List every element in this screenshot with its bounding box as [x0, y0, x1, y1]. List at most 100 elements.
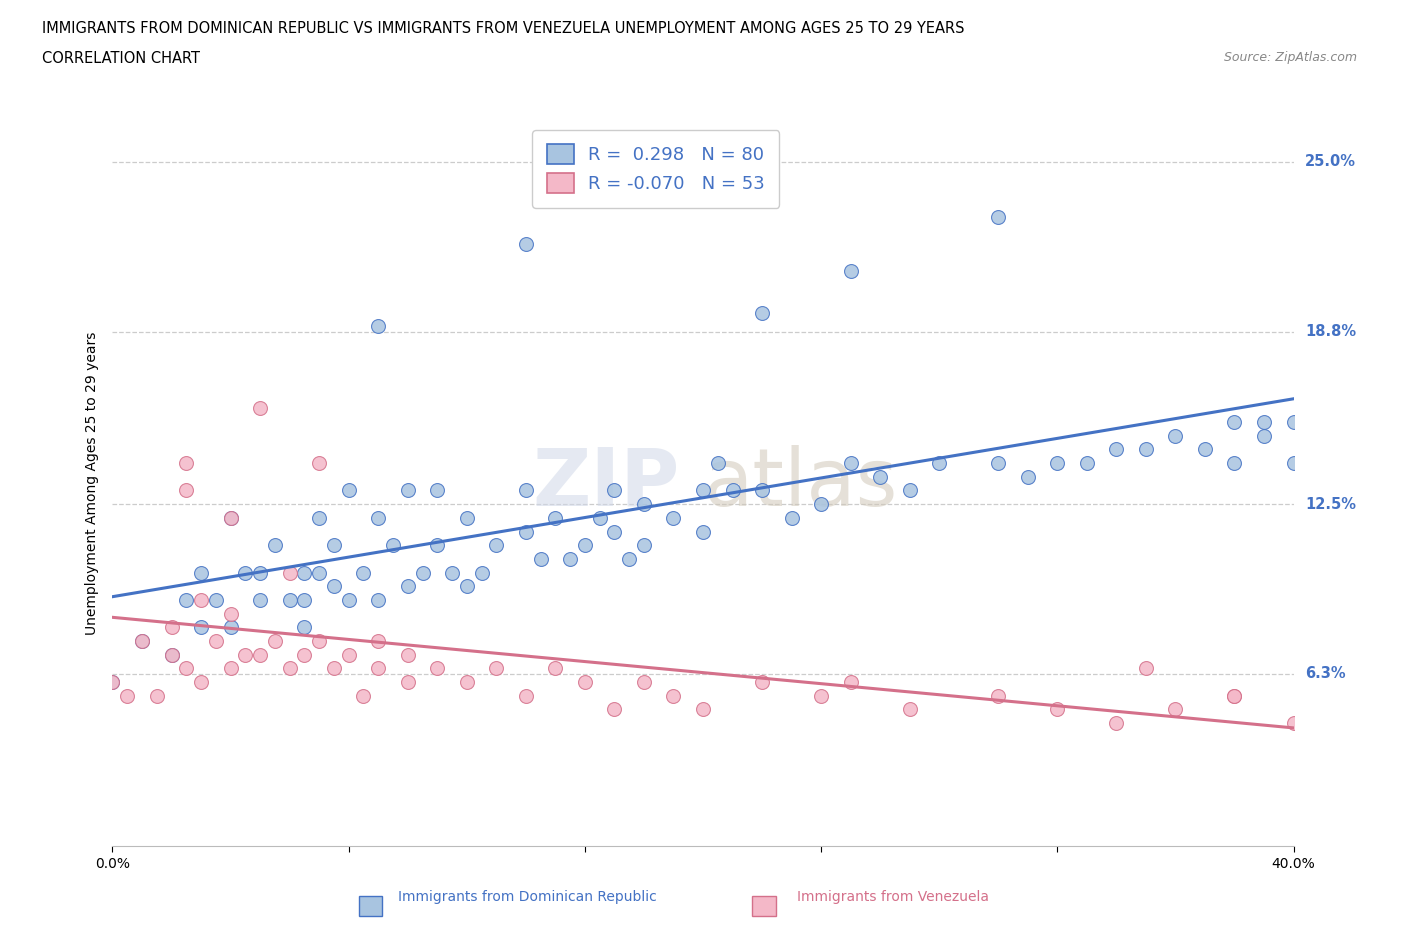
Text: 18.8%: 18.8% [1305, 325, 1357, 339]
Point [101, 674, 124, 689]
Point [249, 565, 271, 580]
Point [174, 661, 197, 676]
Point [839, 674, 862, 689]
Point [810, 497, 832, 512]
Point [485, 538, 508, 552]
Point [1282, 415, 1305, 430]
Point [619, 551, 641, 566]
Point [1253, 428, 1275, 443]
Point [810, 688, 832, 703]
Point [898, 702, 921, 717]
Point [544, 511, 567, 525]
Point [441, 565, 464, 580]
Point [278, 592, 301, 607]
Point [146, 688, 169, 703]
Point [987, 688, 1010, 703]
Point [352, 565, 374, 580]
Point [751, 483, 773, 498]
Point [1164, 428, 1187, 443]
Point [558, 551, 582, 566]
Point [249, 401, 271, 416]
Point [485, 661, 508, 676]
Point [515, 525, 537, 539]
Point [367, 633, 389, 648]
Point [928, 456, 950, 471]
Point [633, 497, 655, 512]
Point [529, 551, 551, 566]
Point [323, 578, 346, 593]
Text: 25.0%: 25.0% [1305, 154, 1357, 169]
Point [987, 209, 1010, 224]
Point [1223, 688, 1246, 703]
Point [1164, 702, 1187, 717]
Point [219, 661, 242, 676]
Point [751, 305, 773, 320]
Point [264, 633, 287, 648]
Point [396, 674, 419, 689]
Point [396, 647, 419, 662]
Point [308, 511, 330, 525]
Point [426, 538, 449, 552]
Point [337, 483, 360, 498]
Point [456, 511, 478, 525]
Point [515, 483, 537, 498]
Point [470, 565, 494, 580]
Point [574, 538, 596, 552]
Point [367, 592, 389, 607]
Point [308, 565, 330, 580]
Point [692, 702, 714, 717]
Point [588, 511, 610, 525]
Point [869, 470, 891, 485]
Point [292, 647, 315, 662]
Point [323, 538, 346, 552]
Point [278, 565, 301, 580]
Point [1282, 716, 1305, 731]
Point [249, 647, 271, 662]
Point [219, 620, 242, 635]
Point [264, 538, 287, 552]
Point [603, 525, 626, 539]
Text: Source: ZipAtlas.com: Source: ZipAtlas.com [1223, 51, 1357, 64]
Point [633, 674, 655, 689]
Point [898, 483, 921, 498]
Point [544, 661, 567, 676]
Point [352, 688, 374, 703]
Point [1223, 456, 1246, 471]
Point [323, 661, 346, 676]
Point [337, 647, 360, 662]
Point [692, 483, 714, 498]
Point [233, 565, 256, 580]
Point [190, 592, 212, 607]
Point [367, 661, 389, 676]
Point [515, 236, 537, 251]
Point [205, 633, 228, 648]
Point [1135, 661, 1157, 676]
Point [367, 319, 389, 334]
Point [1076, 456, 1098, 471]
Point [603, 702, 626, 717]
Point [633, 538, 655, 552]
Point [1282, 456, 1305, 471]
Text: Immigrants from Venezuela: Immigrants from Venezuela [797, 890, 988, 904]
Point [308, 456, 330, 471]
Point [233, 647, 256, 662]
Point [662, 688, 685, 703]
Point [131, 633, 153, 648]
Point [160, 647, 183, 662]
Point [456, 578, 478, 593]
Point [1105, 716, 1128, 731]
Point [574, 674, 596, 689]
Point [839, 456, 862, 471]
Point [174, 483, 197, 498]
Point [1046, 456, 1069, 471]
Point [337, 592, 360, 607]
Point [426, 661, 449, 676]
Point [751, 674, 773, 689]
Point [721, 483, 744, 498]
Point [249, 592, 271, 607]
Point [987, 456, 1010, 471]
Point [692, 525, 714, 539]
Point [219, 606, 242, 621]
Point [1253, 415, 1275, 430]
Text: IMMIGRANTS FROM DOMINICAN REPUBLIC VS IMMIGRANTS FROM VENEZUELA UNEMPLOYMENT AMO: IMMIGRANTS FROM DOMINICAN REPUBLIC VS IM… [42, 21, 965, 36]
